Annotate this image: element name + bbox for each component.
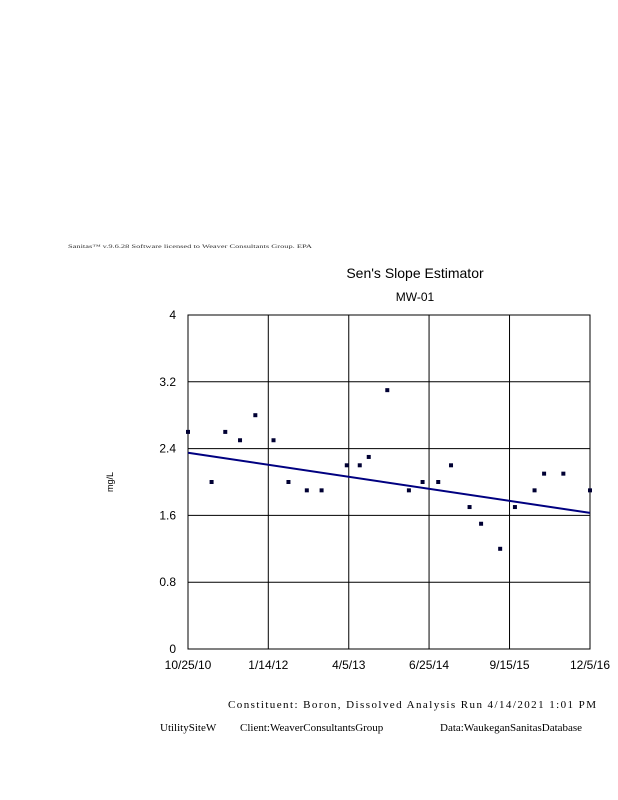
data-point (344, 463, 349, 468)
data-point (304, 488, 309, 493)
y-tick-label: 1.6 (159, 508, 176, 522)
data-point (420, 480, 425, 484)
data-point (561, 471, 566, 476)
sens-slope-trend-line (187, 451, 591, 514)
data-point (238, 438, 243, 443)
y-axis-label: mg/L (105, 472, 115, 492)
data-point (186, 429, 190, 434)
data-point (532, 488, 537, 493)
x-tick-label: 6/25/14 (409, 658, 449, 672)
data-point (512, 505, 517, 510)
x-axis-ticks: 10/25/10 1/14/12 4/5/13 6/25/14 9/15/15 12/5/… (165, 658, 611, 672)
y-tick-label: 3.2 (159, 375, 176, 389)
data-point (467, 505, 472, 510)
footer-site: UtilitySiteW (160, 722, 217, 734)
y-tick-label: 0 (169, 642, 176, 656)
data-point (588, 488, 592, 493)
data-point (319, 488, 324, 493)
y-tick-label: 0.8 (159, 575, 176, 589)
y-axis-ticks: 0 0.8 1.6 2.4 3.2 4 (159, 308, 176, 656)
data-point (357, 463, 362, 468)
software-license-text: Sanitas™ v.9.6.28 Software licensed to W… (68, 244, 313, 250)
x-tick-label: 12/5/16 (570, 658, 610, 672)
data-point (385, 388, 390, 393)
data-point (286, 480, 291, 484)
data-point (406, 488, 411, 493)
chart-subtitle: MW-01 (396, 290, 435, 304)
y-tick-label: 4 (169, 308, 176, 322)
data-point (542, 471, 547, 476)
x-tick-label: 9/15/15 (490, 658, 530, 672)
data-point (271, 438, 276, 443)
chart-title: Sen's Slope Estimator (346, 265, 484, 281)
data-points-layer (186, 388, 592, 551)
x-tick-label: 1/14/12 (248, 658, 288, 672)
footer-constituent: Constituent: Boron, Dissolved Analysis R… (228, 699, 596, 711)
y-tick-label: 2.4 (159, 442, 176, 456)
data-point (209, 480, 214, 484)
data-point (223, 429, 228, 434)
data-point (436, 480, 441, 484)
plot-area-frame (187, 314, 591, 650)
x-tick-label: 10/25/10 (165, 658, 212, 672)
data-point (479, 521, 484, 526)
data-point (253, 413, 258, 418)
data-point (498, 546, 503, 551)
data-point (449, 463, 454, 468)
trend-line-layer (187, 451, 591, 514)
x-tick-label: 4/5/13 (332, 658, 366, 672)
footer-client: Client:WeaverConsultantsGroup (240, 722, 384, 734)
footer-data-source: Data:WaukeganSanitasDatabase (440, 722, 582, 734)
data-point (366, 454, 371, 459)
